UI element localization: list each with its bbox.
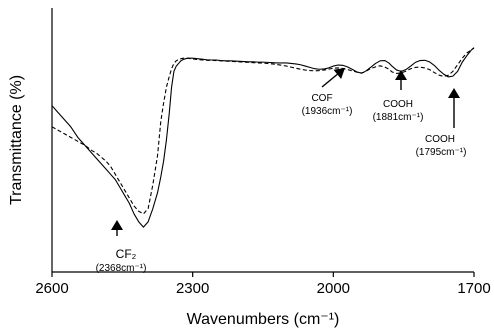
- annotation-arrow-head: [333, 68, 345, 79]
- annotation-arrow-head: [111, 220, 123, 230]
- annotation-wavenumber: (2368cm⁻¹): [96, 263, 147, 274]
- x-axis-title: Wavenumbers (cm⁻¹): [187, 311, 340, 328]
- x-tick-label: 2600: [35, 280, 68, 297]
- annotation-label: CF₂: [116, 247, 137, 261]
- annotation-arrow-head: [448, 88, 460, 98]
- x-tick-label: 2000: [317, 280, 350, 297]
- peak-annotations: CF₂(2368cm⁻¹)COF(1936cm⁻¹)COOH(1881cm⁻¹)…: [96, 68, 467, 274]
- x-tick-label: 2300: [176, 280, 209, 297]
- peak-annotation: COOH (1881cm⁻¹): [373, 70, 424, 123]
- annotation-wavenumber: (1936cm⁻¹): [302, 106, 353, 117]
- annotation-arrow-head: [395, 70, 407, 80]
- annotation-arrow-shaft: [321, 73, 338, 88]
- annotation-label: COOH: [425, 134, 455, 145]
- x-tick-label: 1700: [457, 280, 490, 297]
- annotation-wavenumber: (1795cm⁻¹): [416, 147, 467, 158]
- spectrum-line-solid: [51, 47, 475, 228]
- peak-annotation: CF₂ (2368cm⁻¹): [96, 220, 147, 274]
- peak-annotation: COF (1936cm⁻¹): [302, 68, 353, 117]
- spectrum-line-dashed: [51, 47, 475, 215]
- y-axis-title: Transmittance (%): [8, 75, 25, 205]
- annotation-wavenumber: (1881cm⁻¹): [373, 112, 424, 123]
- x-ticks: 2600 2300 2000 1700: [35, 272, 491, 297]
- series-layer: [51, 47, 475, 228]
- annotation-label: COOH: [383, 99, 413, 110]
- plot-axes: [51, 8, 474, 273]
- annotation-label: COF: [311, 93, 332, 104]
- peak-annotation: COOH (1795cm⁻¹): [416, 88, 467, 158]
